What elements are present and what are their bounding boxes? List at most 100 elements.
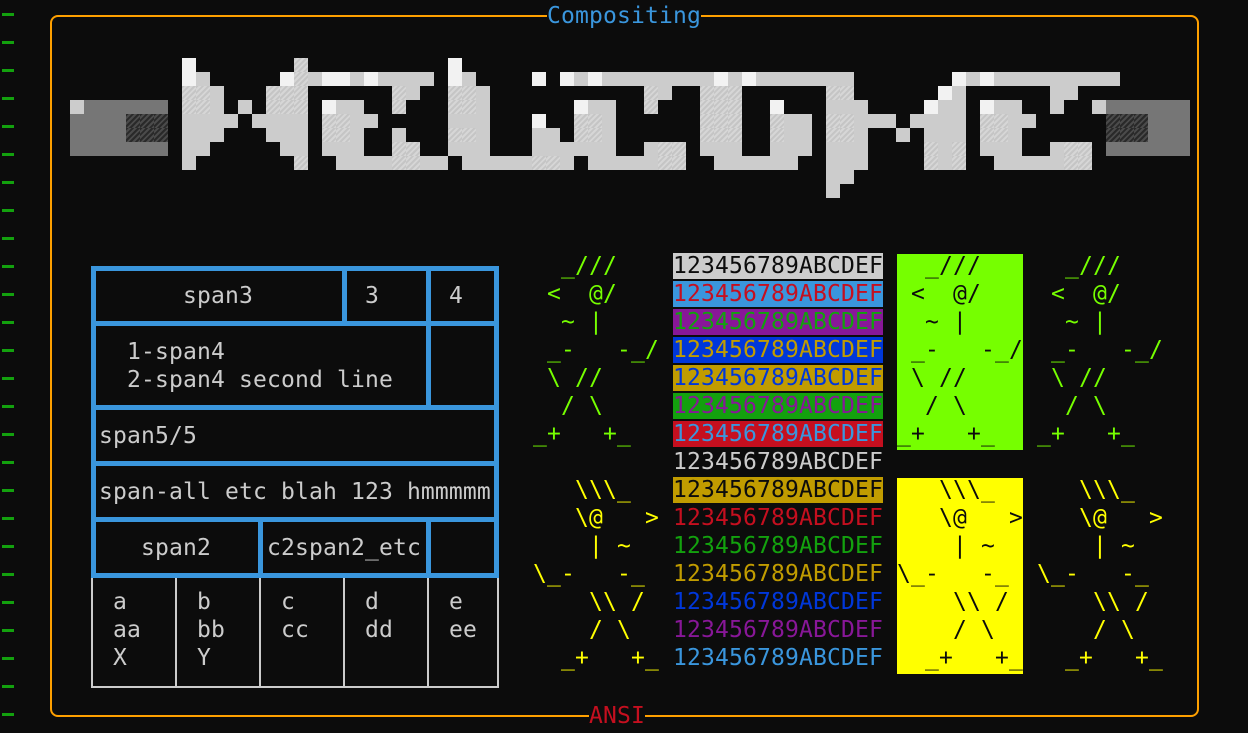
- green-figure-right: _///: [1037, 253, 1121, 279]
- banner-pixel: [98, 142, 112, 156]
- banner-pixel: [770, 142, 784, 156]
- banner-pixel: [616, 72, 630, 86]
- banner-pixel: [70, 128, 84, 142]
- banner-pixel: [644, 100, 658, 114]
- banner-pixel: [350, 72, 364, 86]
- gutter-marker: [2, 237, 14, 240]
- banner-pixel: [1050, 100, 1064, 114]
- banner-pixel: [1176, 128, 1190, 142]
- banner-pixel: [140, 114, 154, 128]
- banner-pixel: [1120, 114, 1134, 128]
- banner-pixel: [84, 142, 98, 156]
- banner-pixel: [1148, 100, 1162, 114]
- banner-pixel: [980, 128, 994, 142]
- banner-pixel: [448, 128, 462, 142]
- banner-pixel: [84, 100, 98, 114]
- yellow-figure-inverted: \\\_: [897, 477, 995, 503]
- banner-pixel: [672, 156, 686, 170]
- green-figure-right: \ //: [1037, 365, 1107, 391]
- banner-pixel: [952, 100, 966, 114]
- yellow-figure-inverted: \\ /: [897, 589, 1009, 615]
- banner-pixel: [966, 72, 980, 86]
- banner-pixel: [336, 156, 350, 170]
- banner-pixel: [924, 128, 938, 142]
- banner-pixel: [112, 128, 126, 142]
- yellow-figure-right: \@ >: [1037, 505, 1163, 531]
- table-grid-line: [497, 578, 499, 688]
- banner-pixel: [434, 156, 448, 170]
- banner-pixel: [1064, 156, 1078, 170]
- banner-pixel: [714, 72, 728, 86]
- banner-pixel: [784, 114, 798, 128]
- banner-pixel: [1162, 114, 1176, 128]
- banner-pixel: [392, 142, 406, 156]
- banner-pixel: [266, 128, 280, 142]
- cell-c2span2: c2span2_etc: [267, 535, 421, 561]
- color-strip: 123456789ABCDEF: [673, 505, 883, 531]
- banner-pixel: [630, 156, 644, 170]
- banner-pixel: [924, 156, 938, 170]
- banner-pixel: [1092, 100, 1106, 114]
- banner-pixel: [420, 72, 434, 86]
- banner-pixel: [1120, 100, 1134, 114]
- banner-pixel: [938, 86, 952, 100]
- gutter-marker: [2, 125, 14, 128]
- banner-pixel: [574, 114, 588, 128]
- banner-pixel: [826, 86, 840, 100]
- green-figure-inverted: / \: [897, 393, 967, 419]
- banner-pixel: [462, 156, 476, 170]
- cell-span4-line1: 1-span4: [127, 339, 225, 365]
- banner-pixel: [322, 142, 336, 156]
- banner-pixel: [476, 142, 490, 156]
- banner-pixel: [336, 100, 350, 114]
- banner-pixel: [854, 128, 868, 142]
- banner-pixel: [70, 142, 84, 156]
- banner-pixel: [1050, 156, 1064, 170]
- banner-pixel: [1036, 156, 1050, 170]
- banner-pixel: [1008, 100, 1022, 114]
- banner-pixel: [154, 100, 168, 114]
- banner-pixel: [140, 142, 154, 156]
- banner-pixel: [840, 86, 854, 100]
- yellow-figure-left: _+ +_: [533, 645, 659, 671]
- banner-pixel: [826, 114, 840, 128]
- banner-pixel: [1176, 100, 1190, 114]
- banner-pixel: [1106, 114, 1120, 128]
- green-figure-left: _- -_/: [533, 337, 659, 363]
- table-col-divider: [258, 519, 263, 577]
- banner-pixel: [336, 142, 350, 156]
- banner-pixel: [714, 142, 728, 156]
- banner-pixel: [84, 114, 98, 128]
- banner-pixel: [784, 156, 798, 170]
- banner-pixel: [1106, 142, 1120, 156]
- banner-pixel: [1022, 72, 1036, 86]
- table-border-right: [494, 266, 499, 578]
- banner-pixel: [574, 100, 588, 114]
- banner-pixel: [546, 142, 560, 156]
- green-figure-inverted: ~ |: [897, 309, 967, 335]
- banner-pixel: [826, 184, 840, 198]
- banner-pixel: [938, 156, 952, 170]
- banner-pixel: [1022, 156, 1036, 170]
- banner-pixel: [266, 86, 280, 100]
- banner-pixel: [182, 142, 196, 156]
- banner-pixel: [658, 72, 672, 86]
- banner-pixel: [602, 72, 616, 86]
- banner-pixel: [602, 114, 616, 128]
- banner-pixel: [770, 100, 784, 114]
- banner-pixel: [112, 114, 126, 128]
- banner-pixel: [210, 86, 224, 100]
- table-cell: dd: [365, 617, 393, 643]
- green-figure-inverted: < @/: [897, 281, 981, 307]
- cell-span-all: span-all etc blah 123 hmmmmm: [99, 479, 491, 505]
- banner-pixel: [1050, 142, 1064, 156]
- banner-pixel: [462, 86, 476, 100]
- table-grid-line: [259, 578, 261, 688]
- banner-pixel: [798, 128, 812, 142]
- green-figure-right: _+ +_: [1037, 421, 1135, 447]
- banner-pixel: [476, 100, 490, 114]
- banner-pixel: [406, 156, 420, 170]
- banner-pixel: [1050, 86, 1064, 100]
- banner-pixel: [994, 128, 1008, 142]
- gutter-marker: [2, 489, 14, 492]
